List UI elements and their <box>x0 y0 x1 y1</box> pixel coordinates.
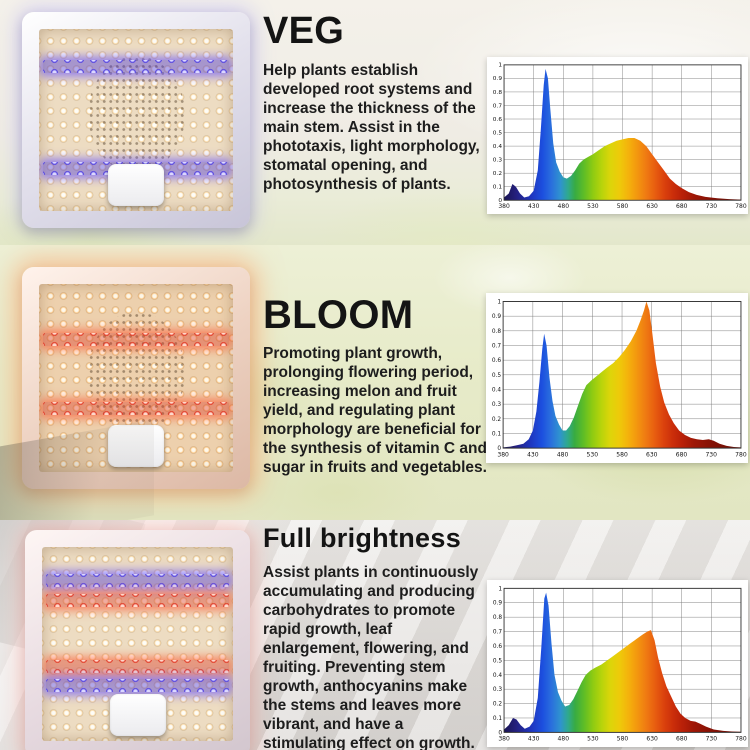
bloom-led-board <box>39 284 233 472</box>
full-brightness-led-board <box>42 547 233 741</box>
svg-text:0: 0 <box>498 198 502 204</box>
svg-text:0: 0 <box>498 729 502 736</box>
svg-text:430: 430 <box>527 451 539 458</box>
svg-text:480: 480 <box>558 736 570 743</box>
full-brightness-title: Full brightness <box>263 523 462 553</box>
svg-text:680: 680 <box>676 736 688 743</box>
full-brightness-panel-photo <box>25 530 250 750</box>
bloom-spectrum-chart: 380 430 480 530 580 630 680 730 780 0 0.1 0.2 0.3 0.4… <box>486 293 748 463</box>
unlit-led-cluster <box>87 56 185 173</box>
svg-text:480: 480 <box>557 451 569 458</box>
svg-text:0.5: 0.5 <box>493 130 503 136</box>
svg-text:0.8: 0.8 <box>493 614 502 621</box>
svg-text:530: 530 <box>587 736 599 743</box>
veg-spectrum-chart: 380 430 480 530 580 630 680 730 780 0 0.1 0.2 0.3 0.4… <box>487 57 748 214</box>
veg-text-block: VEG Help plants establish developed root… <box>263 10 488 194</box>
svg-text:0.7: 0.7 <box>493 103 503 109</box>
svg-text:780: 780 <box>735 451 747 458</box>
svg-text:0.1: 0.1 <box>493 715 502 722</box>
blue-led-strip <box>45 574 230 588</box>
svg-text:480: 480 <box>558 203 570 210</box>
svg-text:0.3: 0.3 <box>493 158 503 164</box>
svg-text:630: 630 <box>646 451 658 458</box>
svg-text:580: 580 <box>617 736 629 743</box>
svg-text:380: 380 <box>498 736 510 743</box>
section-bloom: BLOOM Promoting plant growth, prolonging… <box>0 245 750 520</box>
bloom-light-panel-photo <box>22 267 250 489</box>
svg-text:0.8: 0.8 <box>492 328 501 335</box>
svg-text:1: 1 <box>498 63 502 69</box>
svg-text:0.4: 0.4 <box>492 386 501 393</box>
svg-text:380: 380 <box>497 451 509 458</box>
svg-text:730: 730 <box>705 451 717 458</box>
veg-led-board <box>39 29 233 211</box>
svg-text:730: 730 <box>706 736 718 743</box>
svg-text:630: 630 <box>646 736 658 743</box>
svg-text:0.9: 0.9 <box>492 313 501 320</box>
svg-text:430: 430 <box>528 203 540 210</box>
svg-text:0.5: 0.5 <box>492 372 501 379</box>
bloom-description: Promoting plant growth, prolonging flowe… <box>263 345 487 476</box>
svg-text:0.9: 0.9 <box>493 76 503 82</box>
svg-text:1: 1 <box>498 585 502 592</box>
svg-text:630: 630 <box>646 203 658 210</box>
red-led-strip <box>45 659 230 673</box>
svg-text:0.4: 0.4 <box>493 672 502 679</box>
svg-text:0.1: 0.1 <box>492 430 501 437</box>
svg-text:0.9: 0.9 <box>493 600 502 607</box>
svg-text:580: 580 <box>617 203 629 210</box>
red-led-strip <box>42 402 230 416</box>
blue-led-strip <box>42 59 230 73</box>
full-brightness-text-block: Full brightness Assist plants in continu… <box>263 522 488 750</box>
veg-description: Help plants establish developed root sys… <box>263 61 480 193</box>
svg-text:780: 780 <box>735 203 747 210</box>
svg-text:430: 430 <box>528 736 540 743</box>
led-driver-box <box>109 694 166 736</box>
svg-text:730: 730 <box>706 203 718 210</box>
svg-text:0.1: 0.1 <box>493 185 503 191</box>
section-full-brightness: Full brightness Assist plants in continu… <box>0 520 750 750</box>
svg-text:530: 530 <box>587 203 599 210</box>
bloom-title: BLOOM <box>263 293 414 337</box>
led-driver-box <box>108 425 164 467</box>
svg-text:0.2: 0.2 <box>493 700 502 707</box>
svg-text:530: 530 <box>587 451 599 458</box>
full-brightness-description: Assist plants in continuously accumulati… <box>263 563 479 750</box>
svg-text:0.6: 0.6 <box>492 357 501 364</box>
svg-text:580: 580 <box>616 451 628 458</box>
veg-spectrum-plot: 380 430 480 530 580 630 680 730 780 0 0.1 0.2 0.3 0.4… <box>493 63 747 210</box>
svg-text:0: 0 <box>497 445 501 452</box>
blue-led-strip <box>45 678 230 692</box>
red-led-strip <box>42 332 230 346</box>
bloom-spectrum-plot: 380 430 480 530 580 630 680 730 780 0 0.1 0.2 0.3 0.4… <box>492 298 747 458</box>
svg-text:680: 680 <box>676 451 688 458</box>
svg-text:0.8: 0.8 <box>493 90 503 96</box>
svg-text:780: 780 <box>735 736 747 743</box>
svg-text:0.7: 0.7 <box>493 628 502 635</box>
svg-text:0.2: 0.2 <box>492 416 501 423</box>
svg-text:0.7: 0.7 <box>492 342 501 349</box>
full-brightness-spectrum-chart: 380 430 480 530 580 630 680 730 780 0 0.1 0.2 0.3 0.4… <box>487 580 748 747</box>
bloom-text-block: BLOOM Promoting plant growth, prolonging… <box>263 293 488 477</box>
full-brightness-spectrum-plot: 380 430 480 530 580 630 680 730 780 0 0.1 0.2 0.3 0.4… <box>493 585 747 743</box>
svg-text:0.5: 0.5 <box>493 657 502 664</box>
veg-light-panel-photo <box>22 12 250 228</box>
svg-text:380: 380 <box>498 203 510 210</box>
svg-text:0.6: 0.6 <box>493 643 502 650</box>
svg-text:680: 680 <box>676 203 688 210</box>
red-led-strip <box>45 593 230 607</box>
section-veg: VEG Help plants establish developed root… <box>0 0 750 245</box>
veg-title: VEG <box>263 10 345 52</box>
svg-text:1: 1 <box>497 298 501 305</box>
svg-text:0.6: 0.6 <box>493 117 503 123</box>
svg-text:0.3: 0.3 <box>493 686 502 693</box>
svg-text:0.3: 0.3 <box>492 401 501 408</box>
svg-text:0.2: 0.2 <box>493 171 503 177</box>
svg-text:0.4: 0.4 <box>493 144 503 150</box>
led-driver-box <box>108 164 164 206</box>
